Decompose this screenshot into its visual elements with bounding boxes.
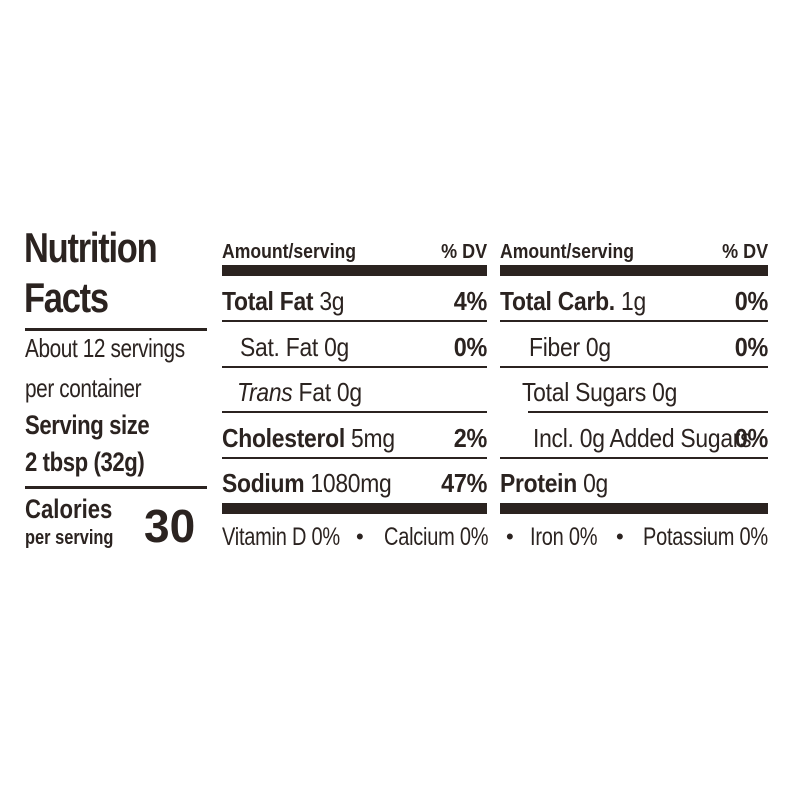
trans-fat-italic: Trans <box>237 377 293 407</box>
title-text-line1: Nutrition <box>24 224 158 271</box>
right-dv-header: % DV <box>721 241 768 263</box>
total-fat-label: Total Fat 3g <box>222 286 345 316</box>
bullet-separator-2: • <box>506 524 514 549</box>
nutrient-row-protein: Protein 0g <box>500 468 768 498</box>
micronutrient-vitamin-d: Vitamin D 0% <box>222 523 369 551</box>
cholesterol-label: Cholesterol 5mg <box>222 423 395 453</box>
servings-per-container-line1: About 12 servings <box>25 335 225 361</box>
micronutrient-calcium: Calcium 0% <box>384 523 514 551</box>
mid-rule-1 <box>222 320 487 322</box>
mid-rule-2 <box>222 366 487 368</box>
added-sugars-label: Incl. 0g Added Sugars <box>533 423 752 453</box>
nutrition-facts-title-line2: Facts <box>24 277 126 319</box>
serving-size-label: Serving size <box>25 412 177 439</box>
total-fat-dv: 4% <box>453 286 488 316</box>
bullet-separator-3: • <box>616 524 624 549</box>
title-text-line2: Facts <box>24 274 109 321</box>
left-panel-divider-top <box>25 328 207 331</box>
nutrient-row-sat-fat: Sat. Fat 0g 0% <box>222 332 487 362</box>
total-carb-label: Total Carb. 1g <box>500 286 646 316</box>
serving-size-amount: 2 tbsp (32g) <box>25 447 145 477</box>
nutrition-facts-title-line1: Nutrition <box>24 227 185 269</box>
nutrient-row-total-carb: Total Carb. 1g 0% <box>500 286 768 316</box>
calories-sublabel: per serving <box>25 528 133 548</box>
right-amount-serving-header: Amount/serving <box>500 241 634 263</box>
nutrient-row-sodium: Sodium 1080mg 47% <box>222 468 487 498</box>
potassium-text: Potassium 0% <box>643 523 768 551</box>
nutrient-row-trans-fat: Trans Fat 0g <box>222 377 487 407</box>
micronutrient-potassium: Potassium 0% <box>643 523 799 551</box>
nutrient-row-fiber: Fiber 0g 0% <box>500 332 768 362</box>
added-sugars-amount: Incl. 0g Added Sugars <box>533 423 752 453</box>
trans-fat-amount: Fat 0g <box>292 377 363 407</box>
total-carb-dv: 0% <box>734 286 769 316</box>
servings-per-container-line2: per container <box>25 375 170 401</box>
mid-thick-rule-bottom <box>222 503 487 514</box>
sodium-dv: 47% <box>440 468 487 498</box>
serving-size-text: Serving size <box>25 410 150 440</box>
mid-thick-rule-top <box>222 265 487 276</box>
servings-text-line2: per container <box>25 373 142 403</box>
nutrient-row-total-fat: Total Fat 3g 4% <box>222 286 487 316</box>
calories-text: Calories <box>25 494 113 524</box>
sodium-amount: 1080mg <box>304 468 392 498</box>
sat-fat-label: Sat. Fat 0g <box>240 332 349 362</box>
sat-fat-amount: Sat. Fat 0g <box>240 332 350 362</box>
bullet-separator-1: • <box>356 524 364 549</box>
cholesterol-name: Cholesterol <box>222 423 345 453</box>
total-fat-name: Total Fat <box>222 286 314 316</box>
protein-label: Protein 0g <box>500 468 608 498</box>
micronutrient-iron: Iron 0% <box>530 523 614 551</box>
total-carb-amount: 1g <box>614 286 646 316</box>
total-fat-amount: 3g <box>313 286 345 316</box>
sat-fat-dv: 0% <box>453 332 488 362</box>
right-thick-rule-top <box>500 265 768 276</box>
total-sugars-amount: Total Sugars 0g <box>522 377 678 407</box>
mid-amount-serving-header: Amount/serving <box>222 241 356 263</box>
sodium-label: Sodium 1080mg <box>222 468 392 498</box>
calories-subtext: per serving <box>25 527 114 549</box>
sodium-name: Sodium <box>222 468 305 498</box>
right-rule-4 <box>500 457 768 459</box>
calories-label: Calories <box>25 496 132 523</box>
fiber-dv: 0% <box>734 332 769 362</box>
nutrient-row-total-sugars: Total Sugars 0g <box>500 377 768 407</box>
iron-text: Iron 0% <box>530 523 598 551</box>
cholesterol-amount: 5mg <box>344 423 395 453</box>
servings-text-line1: About 12 servings <box>25 333 185 363</box>
right-rule-1 <box>500 320 768 322</box>
right-rule-3-indented <box>528 411 768 413</box>
vitamin-d-text: Vitamin D 0% <box>222 523 340 551</box>
total-sugars-label: Total Sugars 0g <box>522 377 677 407</box>
fiber-amount: Fiber 0g <box>529 332 611 362</box>
nutrient-row-added-sugars: Incl. 0g Added Sugars 0% <box>500 423 768 453</box>
fiber-label: Fiber 0g <box>529 332 611 362</box>
total-carb-name: Total Carb. <box>500 286 615 316</box>
trans-fat-label: Trans Fat 0g <box>237 377 362 407</box>
mid-dv-header: % DV <box>440 241 487 263</box>
nutrient-row-cholesterol: Cholesterol 5mg 2% <box>222 423 487 453</box>
right-thick-rule-bottom <box>500 503 768 514</box>
right-column-header: Amount/serving % DV <box>500 240 768 264</box>
serving-size-value: 2 tbsp (32g) <box>25 449 171 476</box>
left-panel-divider-bottom <box>25 486 207 489</box>
mid-rule-3 <box>222 411 487 413</box>
mid-column-header: Amount/serving % DV <box>222 240 487 264</box>
cholesterol-dv: 2% <box>453 423 488 453</box>
protein-name: Protein <box>500 468 577 498</box>
right-rule-2 <box>500 366 768 368</box>
calcium-text: Calcium 0% <box>384 523 489 551</box>
added-sugars-dv: 0% <box>734 423 769 453</box>
protein-amount: 0g <box>576 468 608 498</box>
mid-rule-4 <box>222 457 487 459</box>
calories-value: 30 <box>144 500 196 552</box>
